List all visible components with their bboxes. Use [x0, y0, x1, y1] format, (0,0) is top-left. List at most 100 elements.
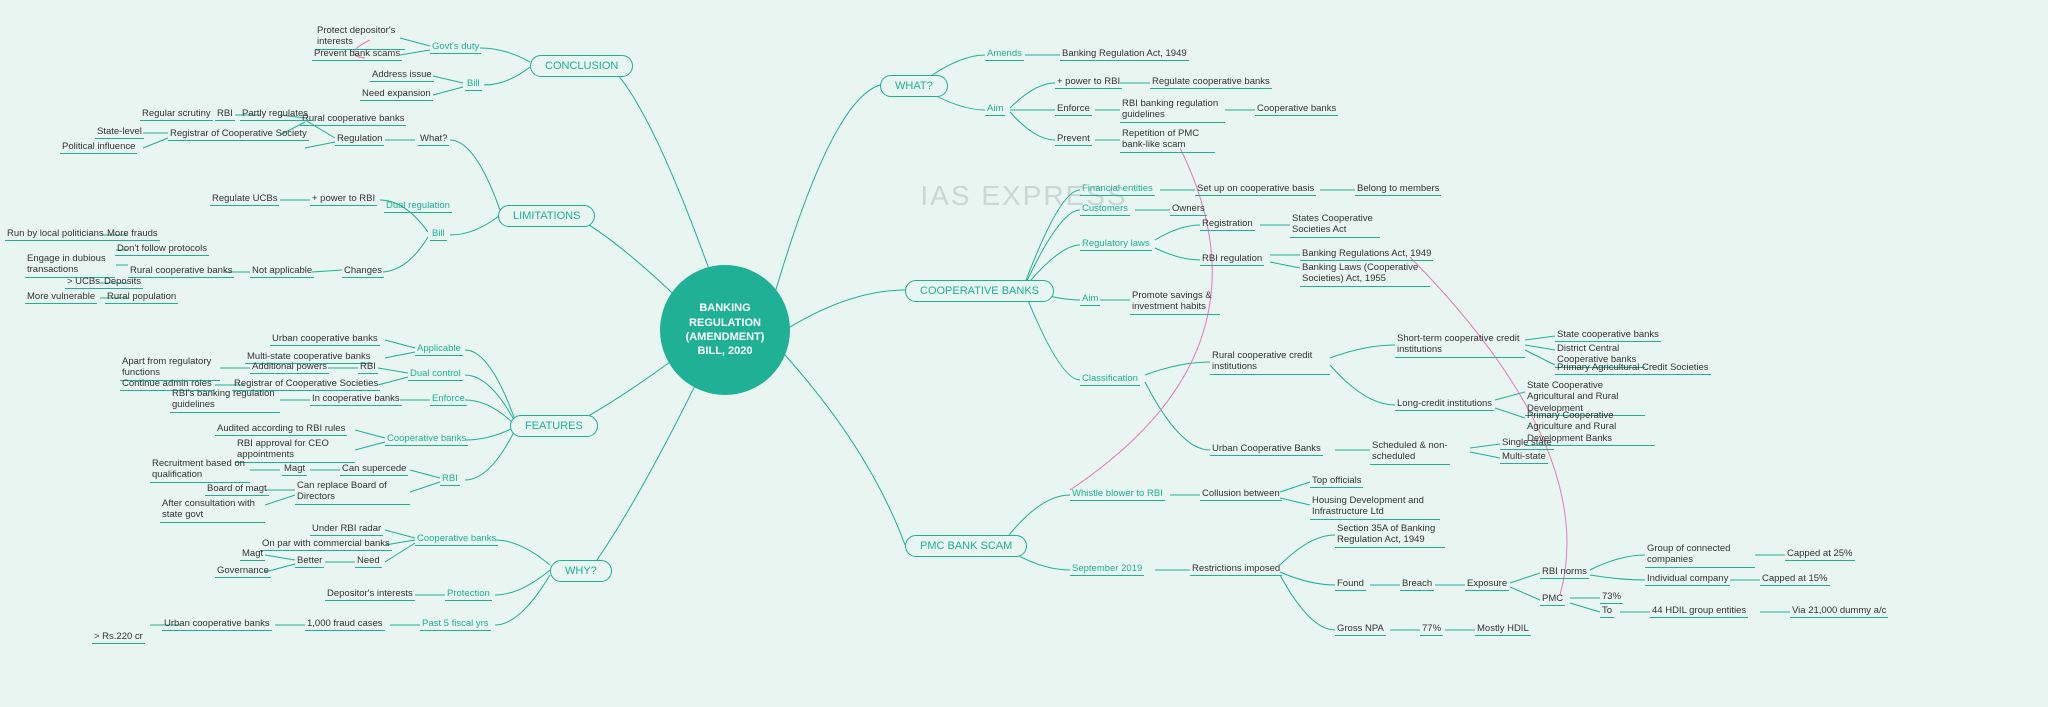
node: Cooperative banks: [385, 433, 468, 446]
branch-pmc: PMC BANK SCAM: [905, 535, 1027, 557]
node: Political influence: [60, 141, 137, 154]
node: Magt: [240, 548, 265, 561]
node: Regulate UCBs: [210, 193, 279, 206]
node: Dual regulation: [384, 200, 452, 213]
center-node: BANKING REGULATION (AMENDMENT) BILL, 202…: [660, 265, 790, 395]
node: Board of magt: [205, 483, 269, 496]
node: Urban cooperative banks: [162, 618, 272, 631]
node: Rural cooperative banks: [128, 265, 234, 278]
node: Partly regulates: [240, 108, 310, 121]
node: + power to RBI: [310, 193, 377, 206]
node: > Rs.220 cr: [92, 631, 145, 644]
node: Registrar of Cooperative Society: [168, 128, 309, 141]
node: Cooperative banks: [1255, 103, 1338, 116]
node: State cooperative banks: [1555, 329, 1661, 342]
node: Promote savings & investment habits: [1130, 290, 1220, 315]
node: In cooperative banks: [310, 393, 402, 406]
node: 1,000 fraud cases: [305, 618, 385, 631]
node: Capped at 15%: [1760, 573, 1830, 586]
node: Banking Laws (Cooperative Societies) Act…: [1300, 262, 1430, 287]
node: Belong to members: [1355, 183, 1441, 196]
node: Aim: [985, 103, 1005, 116]
node: RBI: [215, 108, 235, 121]
node: Banking Regulation Act, 1949: [1060, 48, 1189, 61]
node: More frauds: [105, 228, 160, 241]
node: Additional powers: [250, 361, 329, 374]
node: Changes: [342, 265, 384, 278]
branch-why: WHY?: [550, 560, 612, 582]
node: Don't follow protocols: [115, 243, 209, 256]
node: Mostly HDIL: [1475, 623, 1531, 636]
node: > UCBs: [65, 276, 102, 289]
branch-what: WHAT?: [880, 75, 948, 97]
node: Top officials: [1310, 475, 1363, 488]
node: Enforce: [430, 393, 467, 406]
node: Primary Agricultural Credit Societies: [1555, 362, 1711, 375]
node: Individual company: [1645, 573, 1730, 586]
node: Past 5 fiscal yrs: [420, 618, 491, 631]
node: Amends: [985, 48, 1024, 61]
node: Under RBI radar: [310, 523, 383, 536]
node: Recruitment based on qualification: [150, 458, 250, 483]
node: Registration: [1200, 218, 1255, 231]
node: Group of connected companies: [1645, 543, 1755, 568]
node: 77%: [1420, 623, 1443, 636]
node: Repetition of PMC bank-like scam: [1120, 128, 1215, 153]
node: Can replace Board of Directors: [295, 480, 410, 505]
node: RBI banking regulation guidelines: [1120, 98, 1225, 123]
node: States Cooperative Societies Act: [1290, 213, 1380, 238]
node: Single state: [1500, 437, 1554, 450]
branch-features: FEATURES: [510, 415, 598, 437]
node: Run by local politicians: [5, 228, 106, 241]
node: Gross NPA: [1335, 623, 1386, 636]
node: Better: [295, 555, 324, 568]
node: Applicable: [415, 343, 463, 356]
node: Capped at 25%: [1785, 548, 1855, 561]
node: RBI regulation: [1200, 253, 1264, 266]
node: On par with commercial banks: [260, 538, 392, 551]
node: Enforce: [1055, 103, 1092, 116]
node: Not applicable: [250, 265, 314, 278]
node: Financial entities: [1080, 183, 1155, 196]
node: Long-credit institutions: [1395, 398, 1494, 411]
node: Protection: [445, 588, 492, 601]
node: Engage in dubious transactions: [25, 253, 115, 278]
node: Exposure: [1465, 578, 1509, 591]
node: Via 21,000 dummy a/c: [1790, 605, 1888, 618]
node: Breach: [1400, 578, 1434, 591]
node: Bill: [465, 78, 482, 91]
node: September 2019: [1070, 563, 1144, 576]
node: Rural population: [105, 291, 178, 304]
node: After consultation with state govt: [160, 498, 265, 523]
branch-conclusion: CONCLUSION: [530, 55, 633, 77]
node: 44 HDIL group entities: [1650, 605, 1748, 618]
node: Bill: [430, 228, 447, 241]
node: PMC: [1540, 593, 1565, 606]
node: RBI: [358, 361, 378, 374]
node: Multi-state: [1500, 451, 1548, 464]
node: RBI: [440, 473, 460, 486]
node: Dual control: [408, 368, 463, 381]
branch-limitations: LIMITATIONS: [498, 205, 595, 227]
node: Restrictions imposed: [1190, 563, 1282, 576]
node: State-level: [95, 126, 144, 139]
node: RBI approval for CEO appointments: [235, 438, 355, 463]
node: Owners: [1170, 203, 1207, 216]
node: Cooperative banks: [415, 533, 498, 546]
node: Short-term cooperative credit institutio…: [1395, 333, 1525, 358]
node: Prevent: [1055, 133, 1092, 146]
node: RBI's banking regulation guidelines: [170, 388, 280, 413]
node: What?: [418, 133, 449, 146]
node: Classification: [1080, 373, 1140, 386]
node: Govt's duty: [430, 41, 481, 54]
node: Magt: [282, 463, 307, 476]
node: Depositor's interests: [325, 588, 415, 601]
node: Set up on cooperative basis: [1195, 183, 1316, 196]
node: Need: [355, 555, 382, 568]
node: Regulation: [335, 133, 384, 146]
node: Regulate cooperative banks: [1150, 76, 1272, 89]
node: Collusion between: [1200, 488, 1282, 501]
node: Customers: [1080, 203, 1130, 216]
node: Audited according to RBI rules: [215, 423, 347, 436]
node: Aim: [1080, 293, 1100, 306]
